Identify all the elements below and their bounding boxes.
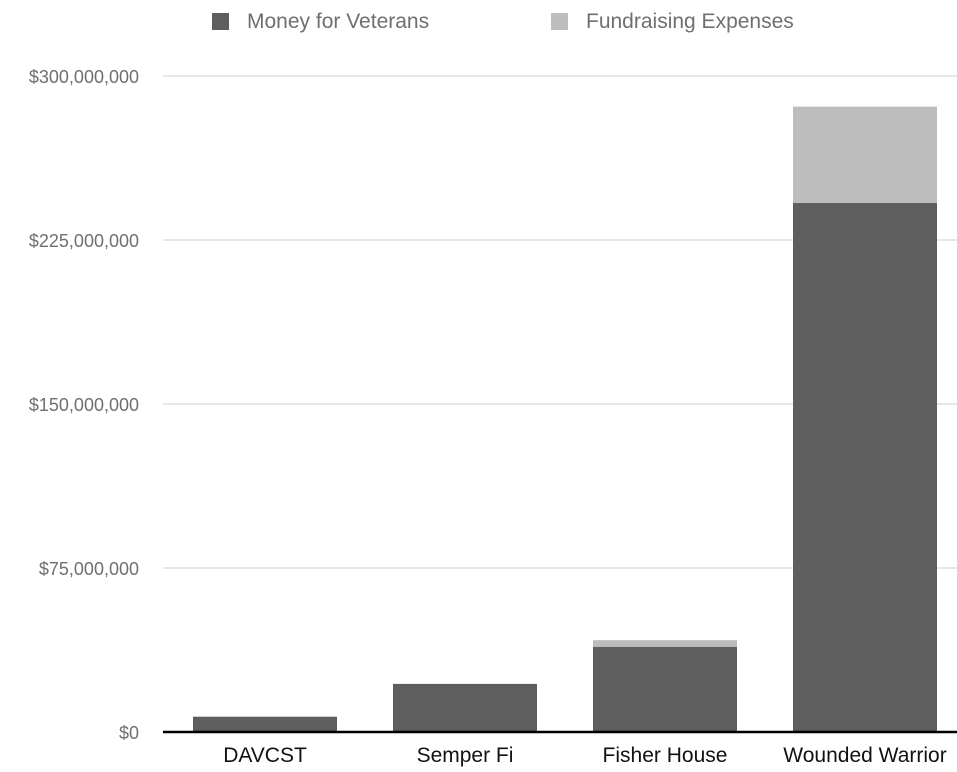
x-tick-label: DAVCST: [223, 744, 307, 767]
bars: [193, 106, 937, 732]
legend-label: Money for Veterans: [247, 10, 429, 33]
legend: Money for Veterans Fundraising Expenses: [212, 10, 794, 33]
x-tick-label: Fisher House: [603, 744, 728, 767]
y-tick-label: $150,000,000: [29, 395, 139, 415]
legend-item: Fundraising Expenses: [551, 10, 794, 33]
bar-segment: [193, 716, 337, 732]
y-tick-label: $75,000,000: [39, 559, 139, 579]
legend-swatch: [551, 13, 568, 30]
bar-segment: [793, 106, 937, 203]
bar-segment: [593, 646, 737, 732]
bar-segment: [393, 683, 537, 732]
legend-label: Fundraising Expenses: [586, 10, 794, 33]
x-tick-label: Semper Fi: [417, 744, 514, 767]
x-tick-label: Wounded Warrior: [783, 744, 946, 767]
y-tick-label: $225,000,000: [29, 231, 139, 251]
y-tick-label: $300,000,000: [29, 67, 139, 87]
y-axis: $300,000,000 $225,000,000 $150,000,000 $75,…: [29, 67, 139, 743]
legend-item: Money for Veterans: [212, 10, 429, 33]
x-axis: DAVCST Semper Fi Fisher House Wounded Warri…: [223, 744, 947, 767]
bar-segment: [593, 640, 737, 647]
bar-segment: [793, 202, 937, 732]
legend-swatch: [212, 13, 229, 30]
y-tick-label: $0: [119, 723, 139, 743]
